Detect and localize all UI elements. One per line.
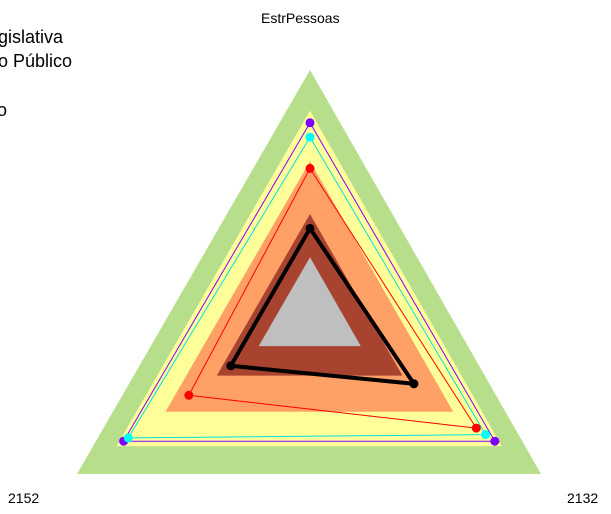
legend-entry: egislativa <box>0 26 64 47</box>
legend-entry: s <box>0 0 72 25</box>
series-line <box>188 167 477 429</box>
series-line <box>127 136 487 439</box>
series-line <box>228 226 416 386</box>
legend-entry <box>0 74 72 99</box>
radar-series-4 <box>226 223 419 389</box>
axis-label-left: 2152 <box>8 490 40 506</box>
series-point <box>123 433 133 443</box>
axis-label-top: EstrPessoas <box>261 10 340 26</box>
series-point <box>226 361 236 371</box>
series-layer <box>119 118 500 446</box>
series-point <box>481 430 491 440</box>
series-point <box>409 379 419 389</box>
radar-series-2 <box>123 132 491 443</box>
series-point <box>305 132 315 142</box>
series-point <box>184 390 194 400</box>
series-point <box>471 423 481 433</box>
series-point <box>305 118 315 128</box>
series-point <box>305 163 315 173</box>
bands-layer <box>77 70 541 474</box>
series-line <box>123 122 496 442</box>
legend: s egislativa ão Público vo <box>0 0 72 123</box>
series-point <box>490 436 500 446</box>
legend-entry: ão Público <box>0 51 73 71</box>
radar-band-5 <box>258 257 361 347</box>
radar-series-3 <box>184 163 481 433</box>
axis-label-right: 2132 <box>567 490 599 506</box>
series-point <box>305 223 315 233</box>
legend-entry: vo <box>0 100 8 120</box>
